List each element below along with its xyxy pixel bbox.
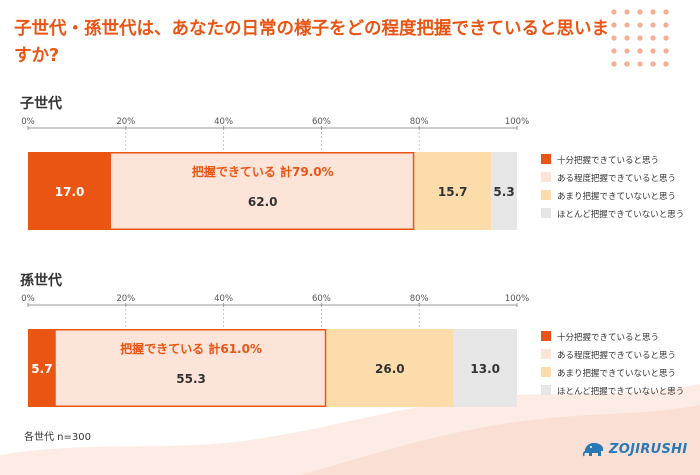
total-annotation: 把握できている 計79.0% <box>192 164 334 179</box>
decoration-dot <box>611 48 617 54</box>
chart-title-grandchildren: 孫世代 <box>20 273 62 289</box>
decoration-dot <box>650 22 656 28</box>
legend-label: 十分把握できていると思う <box>557 155 659 166</box>
legend-label: ある程度把握できていると思う <box>557 173 676 184</box>
bar-segment <box>326 329 454 407</box>
decoration-dot <box>624 35 630 41</box>
legend-swatch <box>541 208 551 218</box>
legend-label: あまり把握できていないと思う <box>557 191 676 202</box>
sample-size-note: 各世代 n=300 <box>24 432 91 443</box>
x-tick-label: 0% <box>21 117 35 127</box>
wave-decoration-back <box>300 405 700 475</box>
decoration-dot <box>611 61 617 67</box>
legend-swatch <box>541 331 551 341</box>
data-label: 5.3 <box>493 185 514 199</box>
x-tick-label: 20% <box>116 117 135 127</box>
bar-segment <box>111 152 415 230</box>
legend-swatch <box>541 367 551 377</box>
decoration-dot <box>624 9 630 15</box>
page-title: 子世代・孫世代は、あなたの日常の様子をどの程度把握できていると思いますか? <box>14 19 609 66</box>
legend-swatch <box>541 190 551 200</box>
legend-swatch <box>541 154 551 164</box>
data-label: 26.0 <box>375 362 405 376</box>
decoration-dot <box>663 9 669 15</box>
decoration-dot <box>611 9 617 15</box>
brand-logo-text: ZOJIRUSHI <box>609 441 688 457</box>
brand-logo: ZOJIRUSHI <box>582 440 688 458</box>
bar-segment <box>55 329 327 407</box>
decoration-dot <box>637 9 643 15</box>
legend-label: ほとんど把握できていないと思う <box>557 209 684 220</box>
legend-label: 十分把握できていると思う <box>557 332 659 343</box>
decoration-dot <box>637 35 643 41</box>
chart-children: 0% 20% 40% 60% 80% 100% 17.0 62.0 15.7 5.3 把握できている… <box>21 117 684 230</box>
data-label: 15.7 <box>438 185 468 199</box>
decoration-dot <box>611 35 617 41</box>
bar-segment <box>28 152 112 230</box>
x-tick-label: 0% <box>21 294 35 304</box>
legend-label: あまり把握できていないと思う <box>557 368 676 379</box>
legend-label: ほとんど把握できていないと思う <box>557 386 684 397</box>
data-label: 13.0 <box>470 362 500 376</box>
x-tick-label: 80% <box>410 117 429 127</box>
decoration-dot <box>637 22 643 28</box>
x-tick-label: 40% <box>214 294 233 304</box>
x-tick-label: 60% <box>312 117 331 127</box>
data-label: 55.3 <box>176 372 206 386</box>
decoration-dot <box>663 48 669 54</box>
grasped-group-outline <box>28 329 327 407</box>
decoration-dot <box>663 35 669 41</box>
legend-swatch <box>541 385 551 395</box>
total-annotation: 把握できている 計61.0% <box>120 341 262 356</box>
bar-segment <box>414 152 492 230</box>
bar-segment <box>453 329 517 407</box>
decoration-dot <box>663 22 669 28</box>
decoration-dot <box>650 61 656 67</box>
decoration-dot <box>611 22 617 28</box>
data-label: 5.7 <box>31 362 52 376</box>
legend-label: ある程度把握できていると思う <box>557 350 676 361</box>
decoration-dot <box>624 61 630 67</box>
decoration-dot <box>650 35 656 41</box>
decoration-dot <box>624 48 630 54</box>
bar-segment <box>491 152 517 230</box>
decoration-dot <box>624 22 630 28</box>
legend-swatch <box>541 349 551 359</box>
decoration-dot <box>650 9 656 15</box>
x-tick-label: 80% <box>410 294 429 304</box>
bar-segment <box>28 329 56 407</box>
legend-swatch <box>541 172 551 182</box>
grasped-group-outline <box>28 152 415 230</box>
elephant-logo-icon <box>582 442 604 457</box>
x-tick-label: 100% <box>505 117 529 127</box>
data-label: 62.0 <box>248 195 278 209</box>
chart-title-children: 子世代 <box>20 96 62 112</box>
data-label: 17.0 <box>55 185 85 199</box>
decoration-dot <box>637 48 643 54</box>
x-tick-label: 40% <box>214 117 233 127</box>
x-tick-label: 60% <box>312 294 331 304</box>
x-tick-label: 20% <box>116 294 135 304</box>
decoration-dot <box>650 48 656 54</box>
chart-grandchildren: 0% 20% 40% 60% 80% 100% 5.7 55.3 26.0 13.0 把握できている… <box>21 294 684 407</box>
x-tick-label: 100% <box>505 294 529 304</box>
decoration-dot <box>663 61 669 67</box>
decoration-dot <box>637 61 643 67</box>
dot-pattern-decoration <box>611 9 669 67</box>
